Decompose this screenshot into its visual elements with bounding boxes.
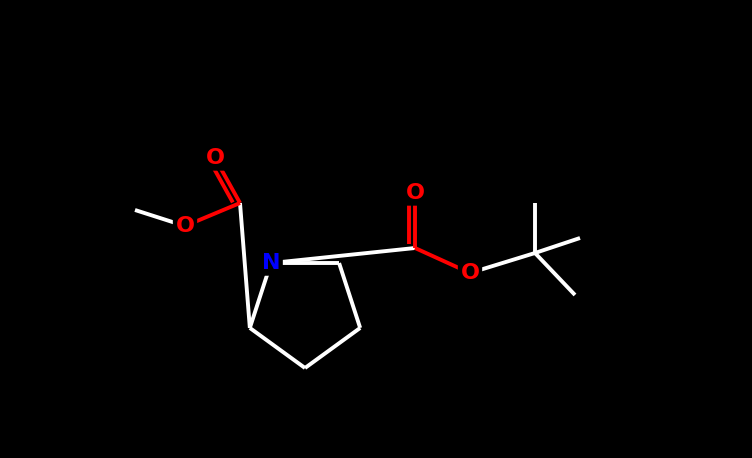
Text: O: O <box>175 216 195 236</box>
Text: O: O <box>460 263 480 283</box>
Text: N: N <box>262 253 280 273</box>
Text: O: O <box>405 183 424 203</box>
Text: O: O <box>205 148 225 168</box>
